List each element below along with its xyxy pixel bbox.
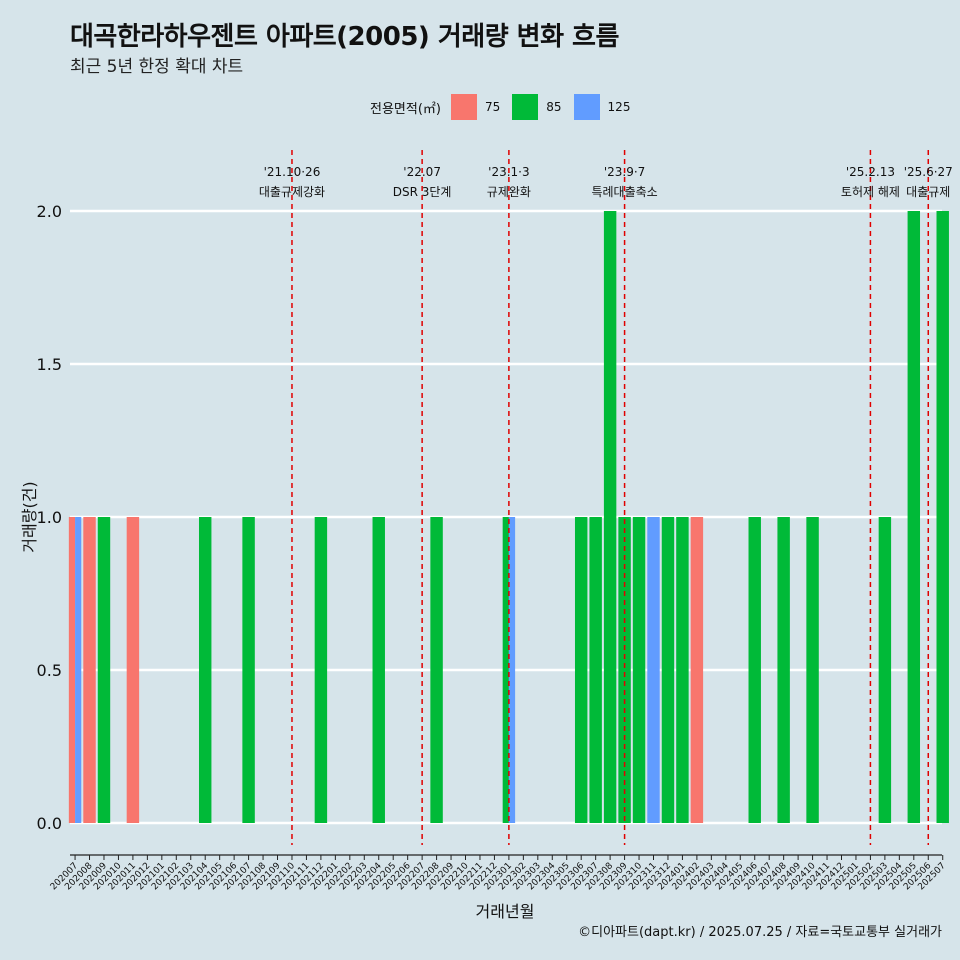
event-date: '25.2.13 bbox=[846, 165, 895, 179]
event-label: 특례대출축소 bbox=[591, 185, 657, 199]
event-label: 대출규제강화 bbox=[259, 185, 325, 199]
chart-title: 대곡한라하우젠트 아파트(2005) 거래량 변화 흐름 bbox=[70, 22, 619, 52]
event-label: 대출규제 bbox=[906, 185, 950, 199]
bar bbox=[126, 517, 140, 823]
bar bbox=[242, 517, 255, 823]
event-date: '23.9·7 bbox=[604, 165, 645, 179]
bar bbox=[603, 211, 617, 823]
bar bbox=[589, 517, 602, 823]
bar bbox=[632, 517, 646, 823]
legend-item-75: 75 bbox=[450, 94, 501, 120]
legend-label-75: 75 bbox=[484, 100, 501, 114]
event-label: 규제완화 bbox=[487, 185, 531, 199]
y-tick-label: 1.0 bbox=[37, 508, 62, 527]
bar bbox=[574, 517, 588, 823]
legend-swatch-75 bbox=[450, 94, 477, 120]
bar bbox=[806, 517, 819, 823]
x-axis-label: 거래년월 bbox=[475, 902, 535, 921]
legend-label-125: 125 bbox=[607, 100, 631, 114]
legend-item-85: 85 bbox=[512, 94, 562, 120]
bar bbox=[676, 517, 689, 823]
bar bbox=[97, 517, 111, 823]
bar bbox=[618, 517, 631, 823]
bar bbox=[430, 517, 443, 823]
y-tick-label: 0.0 bbox=[37, 814, 62, 833]
legend-item-125: 125 bbox=[573, 94, 631, 120]
event-date: '25.6·27 bbox=[904, 165, 953, 179]
bar bbox=[690, 517, 704, 823]
y-tick-label: 0.5 bbox=[37, 661, 62, 680]
bar bbox=[83, 517, 96, 823]
bar bbox=[372, 517, 385, 823]
bar bbox=[878, 517, 892, 823]
legend: 전용면적(㎡) 75 85 125 bbox=[370, 92, 642, 122]
bar bbox=[75, 517, 82, 823]
bar bbox=[748, 517, 761, 823]
y-axis-label: 거래량(건) bbox=[20, 481, 39, 553]
legend-swatch-125 bbox=[573, 94, 600, 120]
event-label: DSR 3단계 bbox=[393, 185, 452, 199]
y-tick-label: 1.5 bbox=[37, 355, 62, 374]
bar bbox=[777, 517, 790, 823]
bar bbox=[314, 517, 328, 823]
bar bbox=[936, 211, 949, 823]
bar bbox=[647, 517, 660, 823]
event-date: '23.1·3 bbox=[488, 165, 529, 179]
bar bbox=[508, 517, 516, 823]
bar bbox=[68, 517, 76, 823]
bar bbox=[907, 211, 921, 823]
event-date: '22.07 bbox=[403, 165, 441, 179]
event-label: 토허제 해제 bbox=[841, 185, 900, 199]
legend-swatch-85 bbox=[512, 94, 539, 120]
bar bbox=[502, 517, 509, 823]
bar bbox=[198, 517, 212, 823]
y-tick-label: 2.0 bbox=[37, 202, 62, 221]
event-date: '21.10·26 bbox=[264, 165, 321, 179]
legend-label-85: 85 bbox=[546, 100, 562, 114]
chart-subtitle: 최근 5년 한정 확대 차트 bbox=[70, 57, 244, 77]
legend-title: 전용면적(㎡) bbox=[370, 101, 441, 117]
source-caption: ©디아파트(dapt.kr) / 2025.07.25 / 자료=국토교통부 실… bbox=[578, 925, 942, 940]
bar bbox=[661, 517, 675, 823]
